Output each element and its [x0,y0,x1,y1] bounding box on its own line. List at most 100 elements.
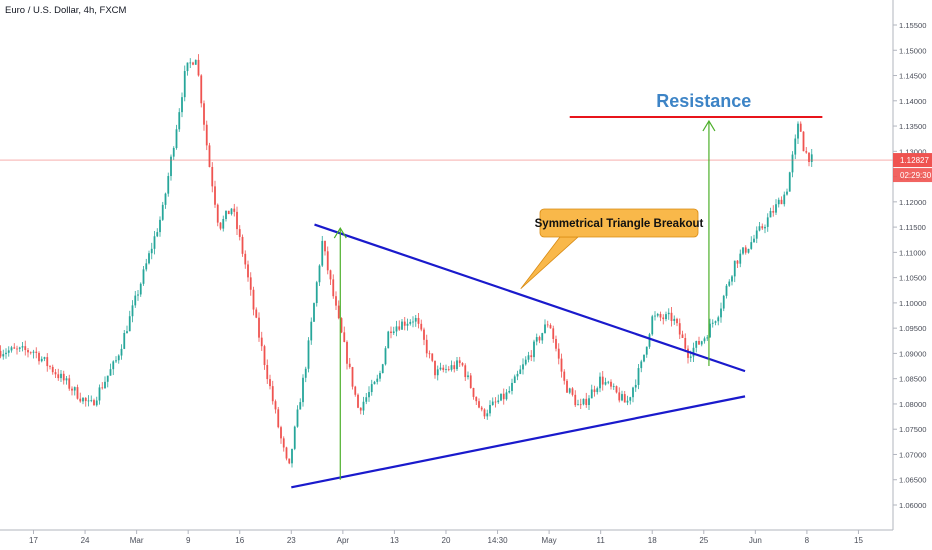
candle-body [299,402,302,410]
candle-body [46,357,49,367]
candle-body [71,388,73,391]
candle-body [634,384,637,388]
candle-body [13,347,16,349]
time-axis[interactable]: 17 24 Mar 9 16 23 Apr 13 20 14:30 May 11 18 25 Jun 8 15 [29,530,863,545]
candle-body [357,394,359,408]
candle-body [324,240,326,252]
candle-body [104,381,106,389]
candle-body [189,62,192,64]
candle-body [629,397,632,401]
candle-body [425,339,428,354]
price-tags: 1.12827 02:29:30 [893,153,932,183]
candle-body [747,248,750,253]
candle-body [783,194,786,205]
price-tick-label: 1.08500 [899,375,926,384]
candle-body [38,352,40,362]
candle-body [376,378,379,382]
time-tick-label: Mar [130,536,144,545]
price-tick-label: 1.15000 [899,46,926,55]
price-tick-label: 1.09500 [899,324,926,333]
candle-body [274,401,277,410]
candle-body [62,373,65,381]
current-price-tag [893,153,932,168]
candle-body [183,71,186,98]
overlays-layer: Resistance Symmetrical Triangle Breakout [0,91,893,489]
candle-body [159,219,161,233]
candle-body [511,382,513,391]
price-tick-label: 1.11500 [899,223,926,232]
candle-body [805,151,808,153]
candle-body [395,326,398,332]
candle-body [733,260,736,277]
candle-body [527,355,530,360]
candle-body [731,276,733,282]
candle-body [241,236,244,254]
candle-body [788,172,791,192]
candle-body [73,387,76,391]
candle-body [571,388,574,395]
candle-body [137,294,139,296]
candle-body [21,346,24,348]
candle-body [714,321,717,323]
candle-body [637,368,640,385]
candle-body [706,337,709,339]
candle-body [667,312,670,315]
candle-body [109,369,112,376]
candle-body [167,176,170,194]
candle-body [310,321,313,341]
candle-body [601,376,604,385]
candle-body [533,341,535,358]
price-tick-label: 1.11000 [899,248,926,257]
candle-body [758,226,761,231]
time-tick-label: 24 [81,536,90,545]
candle-body [249,277,252,290]
candle-body [238,229,241,237]
candle-body [676,318,678,324]
candle-body [161,204,164,220]
time-tick-label: 18 [648,536,657,545]
callout-box [539,208,699,238]
candle-body [406,323,409,326]
time-tick-label: Jun [749,536,762,545]
candle-body [247,264,249,278]
candle-body [489,405,491,414]
price-axis-bg [893,0,932,550]
candle-body [442,367,445,370]
candle-body [519,369,522,374]
candle-body [439,367,442,370]
candle-body [82,397,84,402]
candle-body [211,167,214,187]
candle-body [769,211,772,218]
candle-body [156,232,159,237]
candle-body [335,296,337,306]
candle-body [68,378,71,389]
price-tick-label: 1.14000 [899,97,926,106]
candle-body [337,305,340,319]
candle-body [60,373,62,379]
time-tick-label: 8 [805,536,810,545]
candle-body [18,347,21,349]
candle-body [665,314,667,320]
candle-body [480,407,483,410]
target-arrow-head [702,119,716,132]
candle-body [10,347,13,351]
candle-body [214,186,216,205]
current-price-value: 1.12827 [900,156,929,165]
candle-body [54,372,57,375]
candle-body [445,369,447,370]
candle-body [32,351,35,353]
candle-body [145,263,148,270]
candle-body [403,321,406,326]
candle-body [175,129,178,149]
candle-body [29,352,32,354]
candle-body [222,218,225,229]
candle-body [766,217,769,227]
candle-body [227,210,230,215]
candle-body [695,341,698,348]
price-tick-label: 1.15500 [899,21,926,30]
candle-body [142,269,145,284]
candle-body [447,369,450,370]
callout-text: Symmetrical Triangle Breakout [535,218,704,230]
candle-body [98,387,101,401]
